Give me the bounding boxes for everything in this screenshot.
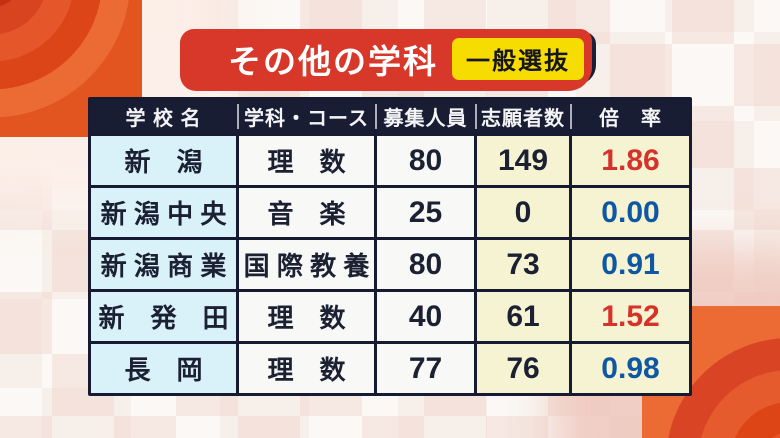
capacity-cell: 80 — [377, 240, 474, 289]
header-cell-ratio: 倍 率 — [569, 100, 689, 133]
ratio-cell: 1.86 — [572, 136, 689, 185]
selection-type-badge: 一般選抜 — [452, 37, 584, 80]
title-banner: その他の学科 一般選抜 — [180, 29, 596, 91]
ratio-cell: 1.52 — [572, 292, 689, 341]
capacity-cell: 25 — [377, 188, 474, 237]
ratio-cell: 0.98 — [572, 344, 689, 393]
capacity-cell: 80 — [377, 136, 474, 185]
course-cell: 音 楽 — [239, 188, 374, 237]
applicants-cell: 76 — [477, 344, 569, 393]
school-cell: 新 潟 中 央 — [91, 188, 236, 237]
ratio-cell: 0.00 — [572, 188, 689, 237]
header-cell-course: 学科・コース — [236, 100, 374, 133]
applicants-cell: 73 — [477, 240, 569, 289]
course-cell: 国 際 教 養 — [239, 240, 374, 289]
header-cell-capacity: 募集人員 — [374, 100, 474, 133]
course-cell: 理 数 — [239, 344, 374, 393]
course-cell: 理 数 — [239, 292, 374, 341]
admissions-table: 学 校 名 学科・コース 募集人員 志願者数 倍 率 新 潟 理 数 80 14… — [88, 97, 692, 396]
ratio-cell: 0.91 — [572, 240, 689, 289]
applicants-cell: 0 — [477, 188, 569, 237]
school-cell: 新 潟 商 業 — [91, 240, 236, 289]
school-cell: 新 潟 — [91, 136, 236, 185]
page-title: その他の学科 — [228, 42, 438, 80]
capacity-cell: 77 — [377, 344, 474, 393]
school-cell: 新 発 田 — [91, 292, 236, 341]
applicants-cell: 149 — [477, 136, 569, 185]
header-cell-school: 学 校 名 — [91, 100, 236, 133]
capacity-cell: 40 — [377, 292, 474, 341]
school-cell: 長 岡 — [91, 344, 236, 393]
header-cell-applicants: 志願者数 — [474, 100, 569, 133]
applicants-cell: 61 — [477, 292, 569, 341]
course-cell: 理 数 — [239, 136, 374, 185]
